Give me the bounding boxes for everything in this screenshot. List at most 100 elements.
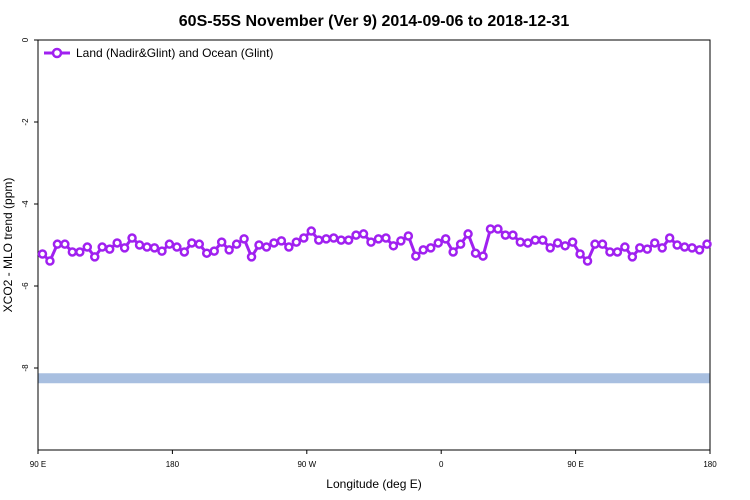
data-point bbox=[104, 244, 115, 254]
data-point bbox=[582, 256, 593, 266]
data-point bbox=[649, 238, 660, 248]
data-point bbox=[187, 238, 197, 248]
data-point bbox=[246, 252, 257, 262]
data-point bbox=[605, 247, 615, 257]
data-point bbox=[149, 243, 160, 253]
data-point bbox=[134, 240, 145, 250]
x-tick-label: 90 W bbox=[297, 460, 316, 469]
data-point bbox=[67, 247, 78, 257]
data-point bbox=[89, 252, 100, 262]
data-point bbox=[463, 229, 473, 239]
data-point bbox=[358, 229, 369, 239]
data-point bbox=[403, 231, 414, 241]
data-point bbox=[523, 238, 533, 248]
y-tick-label: -4 bbox=[21, 200, 30, 208]
data-point bbox=[537, 235, 548, 245]
data-point bbox=[425, 243, 436, 253]
legend-marker bbox=[51, 47, 63, 59]
y-tick-label: 0 bbox=[21, 37, 30, 42]
data-point bbox=[448, 247, 458, 257]
data-point bbox=[276, 236, 287, 246]
y-tick-label: -6 bbox=[21, 282, 30, 290]
data-point bbox=[157, 246, 167, 256]
data-point bbox=[545, 243, 555, 253]
data-point bbox=[52, 239, 63, 249]
data-point bbox=[82, 242, 93, 252]
data-point bbox=[142, 242, 152, 252]
data-point bbox=[381, 233, 391, 243]
data-point bbox=[567, 237, 578, 247]
data-point bbox=[60, 239, 70, 249]
data-point bbox=[642, 244, 653, 254]
data-point bbox=[261, 242, 272, 252]
data-point bbox=[440, 234, 451, 244]
data-point bbox=[455, 239, 466, 249]
y-tick-label: -8 bbox=[21, 364, 30, 372]
data-point bbox=[590, 239, 600, 249]
data-point bbox=[612, 247, 623, 257]
y-axis-label: XCO2 - MLO trend (ppm) bbox=[1, 178, 15, 313]
data-point bbox=[530, 235, 541, 245]
reference-band bbox=[38, 373, 710, 384]
data-point bbox=[164, 239, 175, 249]
data-point bbox=[396, 236, 406, 246]
data-point bbox=[306, 226, 317, 236]
data-point bbox=[201, 248, 212, 258]
data-point bbox=[478, 251, 488, 261]
data-point bbox=[209, 246, 219, 256]
data-point bbox=[336, 235, 346, 245]
data-point bbox=[500, 230, 511, 240]
data-point bbox=[313, 235, 324, 245]
data-point bbox=[172, 242, 182, 252]
data-point bbox=[284, 242, 294, 252]
data-point bbox=[433, 238, 443, 248]
data-point bbox=[269, 238, 279, 248]
data-point bbox=[485, 224, 496, 234]
data-point bbox=[179, 247, 190, 257]
data-point bbox=[343, 235, 354, 245]
x-tick-label: 180 bbox=[703, 460, 717, 469]
data-point bbox=[620, 242, 630, 252]
data-point bbox=[112, 238, 122, 248]
data-point bbox=[328, 233, 339, 243]
data-point bbox=[239, 234, 249, 244]
data-point bbox=[664, 233, 675, 243]
data-point bbox=[627, 252, 638, 262]
data-point bbox=[635, 243, 645, 253]
y-tick-label: -2 bbox=[21, 118, 30, 126]
data-point bbox=[493, 224, 503, 234]
data-point bbox=[470, 248, 481, 258]
data-point bbox=[299, 233, 309, 243]
data-point bbox=[231, 239, 242, 249]
data-point bbox=[560, 241, 570, 251]
data-point bbox=[216, 237, 227, 247]
data-point bbox=[411, 251, 421, 261]
data-point bbox=[702, 239, 712, 249]
data-point bbox=[672, 240, 682, 250]
x-tick-label: 0 bbox=[439, 460, 444, 469]
data-point bbox=[366, 237, 376, 247]
data-point bbox=[351, 230, 361, 240]
data-point bbox=[388, 241, 399, 251]
data-point bbox=[679, 242, 690, 252]
x-tick-label: 90 E bbox=[30, 460, 46, 469]
data-point bbox=[75, 247, 85, 257]
data-point bbox=[194, 239, 205, 249]
data-point bbox=[508, 230, 518, 240]
chart-title: 60S-55S November (Ver 9) 2014-09-06 to 2… bbox=[179, 13, 570, 30]
data-point bbox=[45, 256, 55, 266]
x-axis-label: Longitude (deg E) bbox=[326, 477, 421, 491]
data-point bbox=[515, 237, 526, 247]
data-point bbox=[687, 243, 697, 253]
data-point bbox=[119, 243, 130, 253]
data-point bbox=[291, 237, 302, 247]
data-point bbox=[552, 238, 563, 248]
data-point bbox=[575, 249, 585, 259]
data-point bbox=[224, 245, 234, 255]
data-point bbox=[254, 240, 264, 250]
legend-label: Land (Nadir&Glint) and Ocean (Glint) bbox=[76, 46, 273, 60]
data-point bbox=[321, 234, 331, 244]
data-point bbox=[37, 249, 48, 259]
x-tick-label: 180 bbox=[166, 460, 180, 469]
